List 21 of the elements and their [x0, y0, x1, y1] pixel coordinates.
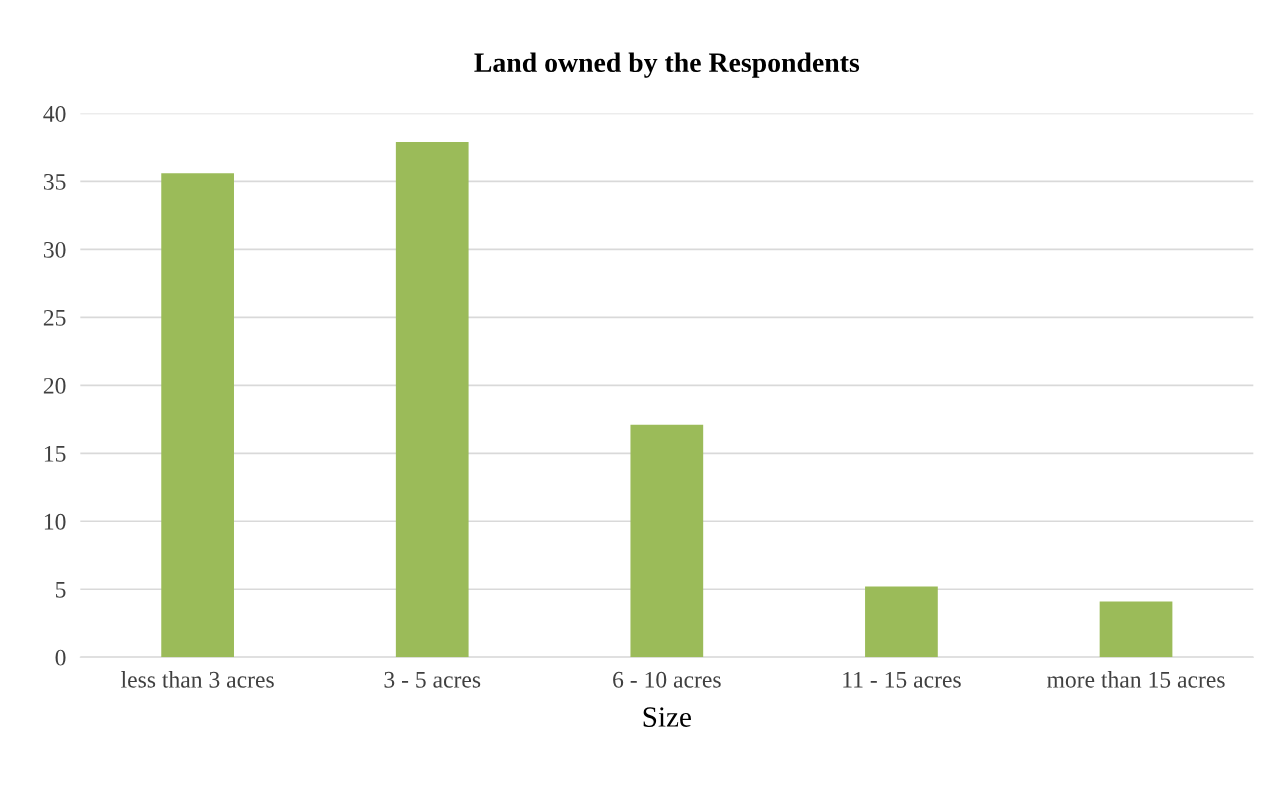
y-tick-label: 35	[43, 173, 66, 190]
chart-title: Land owned by the Respondents	[474, 52, 860, 78]
x-tick-label: 6 - 10 acres	[613, 671, 721, 688]
bar	[865, 586, 938, 658]
y-tick-label: 20	[43, 377, 66, 394]
y-tick-label: 30	[43, 241, 66, 258]
x-tick-label: 3 - 5 acres	[384, 671, 481, 688]
y-tick-label: 25	[43, 309, 66, 326]
y-tick-label: 15	[44, 445, 66, 462]
x-tick-label: more than 15 acres	[1047, 671, 1225, 688]
x-axis-title: Size	[643, 707, 691, 727]
bar	[1099, 601, 1173, 658]
y-tick-label: 40	[43, 105, 66, 122]
x-tick-label: less than 3 acres	[121, 671, 274, 688]
x-tick-label: 11 - 15 acres	[843, 671, 961, 688]
bar	[161, 173, 234, 658]
bar	[630, 424, 704, 658]
y-tick-label: 5	[56, 581, 66, 598]
bar	[395, 142, 469, 658]
y-tick-label: 10	[44, 513, 66, 530]
y-tick-label: 0	[55, 649, 66, 666]
